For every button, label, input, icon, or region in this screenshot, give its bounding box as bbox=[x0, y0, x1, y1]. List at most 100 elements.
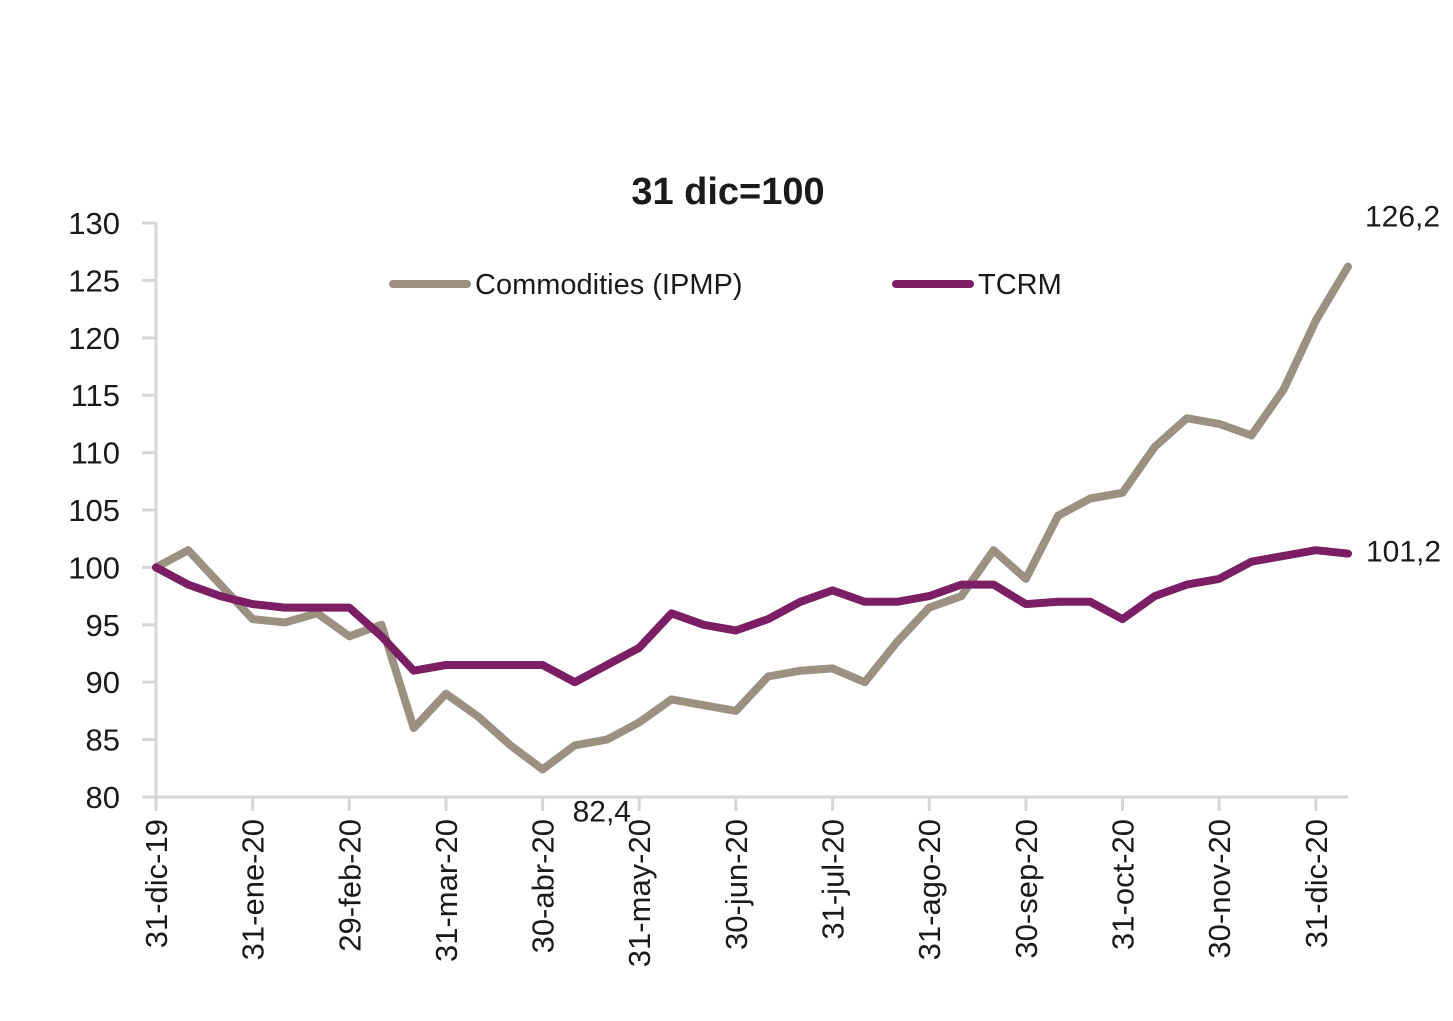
data-point bbox=[316, 612, 318, 614]
data-point bbox=[187, 549, 189, 551]
y-tick-label: 105 bbox=[68, 493, 120, 528]
data-point bbox=[670, 698, 672, 700]
data-point bbox=[1154, 446, 1156, 448]
legend-label: Commodities (IPMP) bbox=[475, 269, 743, 301]
data-point bbox=[864, 681, 866, 683]
data-point bbox=[1347, 266, 1349, 268]
data-point bbox=[477, 664, 479, 666]
data-label: 82,4 bbox=[573, 795, 631, 828]
data-point bbox=[703, 704, 705, 706]
series-line bbox=[152, 262, 1352, 774]
data-point bbox=[1283, 388, 1285, 390]
data-point bbox=[928, 595, 930, 597]
data-point bbox=[1154, 595, 1156, 597]
data-point bbox=[252, 603, 254, 605]
data-point bbox=[993, 549, 995, 551]
data-point bbox=[1057, 601, 1059, 603]
data-point bbox=[574, 744, 576, 746]
data-point bbox=[638, 721, 640, 723]
data-point bbox=[509, 744, 511, 746]
x-tick-label: 31-jul-20 bbox=[816, 819, 851, 940]
x-tick-label: 30-nov-20 bbox=[1202, 819, 1237, 959]
data-point bbox=[477, 716, 479, 718]
data-point bbox=[767, 618, 769, 620]
y-tick-label: 85 bbox=[86, 723, 120, 758]
data-point bbox=[1089, 498, 1091, 500]
data-point bbox=[896, 601, 898, 603]
y-tick-label: 120 bbox=[68, 321, 120, 356]
data-point bbox=[509, 664, 511, 666]
data-point bbox=[348, 635, 350, 637]
data-point bbox=[1218, 423, 1220, 425]
data-point bbox=[1089, 601, 1091, 603]
data-point bbox=[187, 584, 189, 586]
x-tick-label: 30-abr-20 bbox=[526, 819, 561, 953]
data-point bbox=[542, 664, 544, 666]
y-tick-label: 125 bbox=[68, 263, 120, 298]
data-point bbox=[413, 670, 415, 672]
data-point bbox=[155, 566, 157, 568]
data-point bbox=[1347, 553, 1349, 555]
x-tick-label: 31-ene-20 bbox=[236, 819, 271, 960]
data-point bbox=[381, 624, 383, 626]
data-point bbox=[638, 647, 640, 649]
data-point bbox=[574, 681, 576, 683]
data-point bbox=[767, 675, 769, 677]
data-point bbox=[219, 584, 221, 586]
y-tick-label: 130 bbox=[68, 206, 120, 241]
x-tick-label: 31-mar-20 bbox=[429, 819, 464, 962]
y-tick-label: 90 bbox=[86, 665, 120, 700]
data-point bbox=[703, 624, 705, 626]
x-tick-label: 31-dic-19 bbox=[139, 819, 174, 948]
data-point bbox=[445, 693, 447, 695]
data-point bbox=[864, 601, 866, 603]
data-point bbox=[316, 607, 318, 609]
series-commodities bbox=[152, 262, 1352, 774]
data-label: 126,2 bbox=[1365, 201, 1440, 234]
y-tick-label: 95 bbox=[86, 608, 120, 643]
data-point bbox=[284, 607, 286, 609]
x-tick-label: 29-feb-20 bbox=[332, 819, 367, 952]
data-point bbox=[1250, 434, 1252, 436]
series-layer bbox=[152, 262, 1352, 774]
data-point bbox=[735, 630, 737, 632]
x-tick-label: 31-may-20 bbox=[622, 819, 657, 967]
data-point bbox=[928, 607, 930, 609]
data-point bbox=[284, 622, 286, 624]
data-point bbox=[1057, 515, 1059, 517]
data-point bbox=[542, 768, 544, 770]
chart-title: 31 dic=100 bbox=[631, 171, 824, 213]
axes: 130 125 120 115 110 105 100 95 90 85 80 31-dic-19 31… bbox=[68, 206, 1348, 967]
x-tick-label: 30-jun-20 bbox=[719, 819, 754, 950]
y-tick-label: 115 bbox=[71, 378, 120, 413]
data-point bbox=[993, 584, 995, 586]
data-point bbox=[1315, 549, 1317, 551]
data-point bbox=[1283, 555, 1285, 557]
x-tick-label: 31-ago-20 bbox=[912, 819, 947, 960]
data-point bbox=[960, 584, 962, 586]
legend: Commodities (IPMP) TCRM bbox=[389, 269, 1062, 301]
data-point bbox=[799, 601, 801, 603]
legend-item: TCRM bbox=[892, 269, 1062, 301]
data-point bbox=[1186, 584, 1188, 586]
y-tick-label: 100 bbox=[68, 550, 120, 585]
data-point bbox=[606, 739, 608, 741]
data-point bbox=[1186, 417, 1188, 419]
data-point bbox=[960, 595, 962, 597]
x-tick-label: 31-oct-20 bbox=[1105, 819, 1140, 950]
data-point bbox=[381, 635, 383, 637]
annotations: 126,2 101,2 82,4 bbox=[573, 201, 1441, 829]
data-point bbox=[735, 710, 737, 712]
data-point bbox=[832, 667, 834, 669]
data-point bbox=[348, 607, 350, 609]
data-point bbox=[1121, 492, 1123, 494]
data-point bbox=[1218, 578, 1220, 580]
data-point bbox=[670, 612, 672, 614]
y-tick-label: 110 bbox=[71, 436, 120, 471]
legend-item: Commodities (IPMP) bbox=[389, 269, 743, 301]
y-tick-label: 80 bbox=[86, 780, 120, 815]
data-point bbox=[219, 595, 221, 597]
data-point bbox=[832, 589, 834, 591]
x-tick-label: 30-sep-20 bbox=[1009, 819, 1044, 959]
